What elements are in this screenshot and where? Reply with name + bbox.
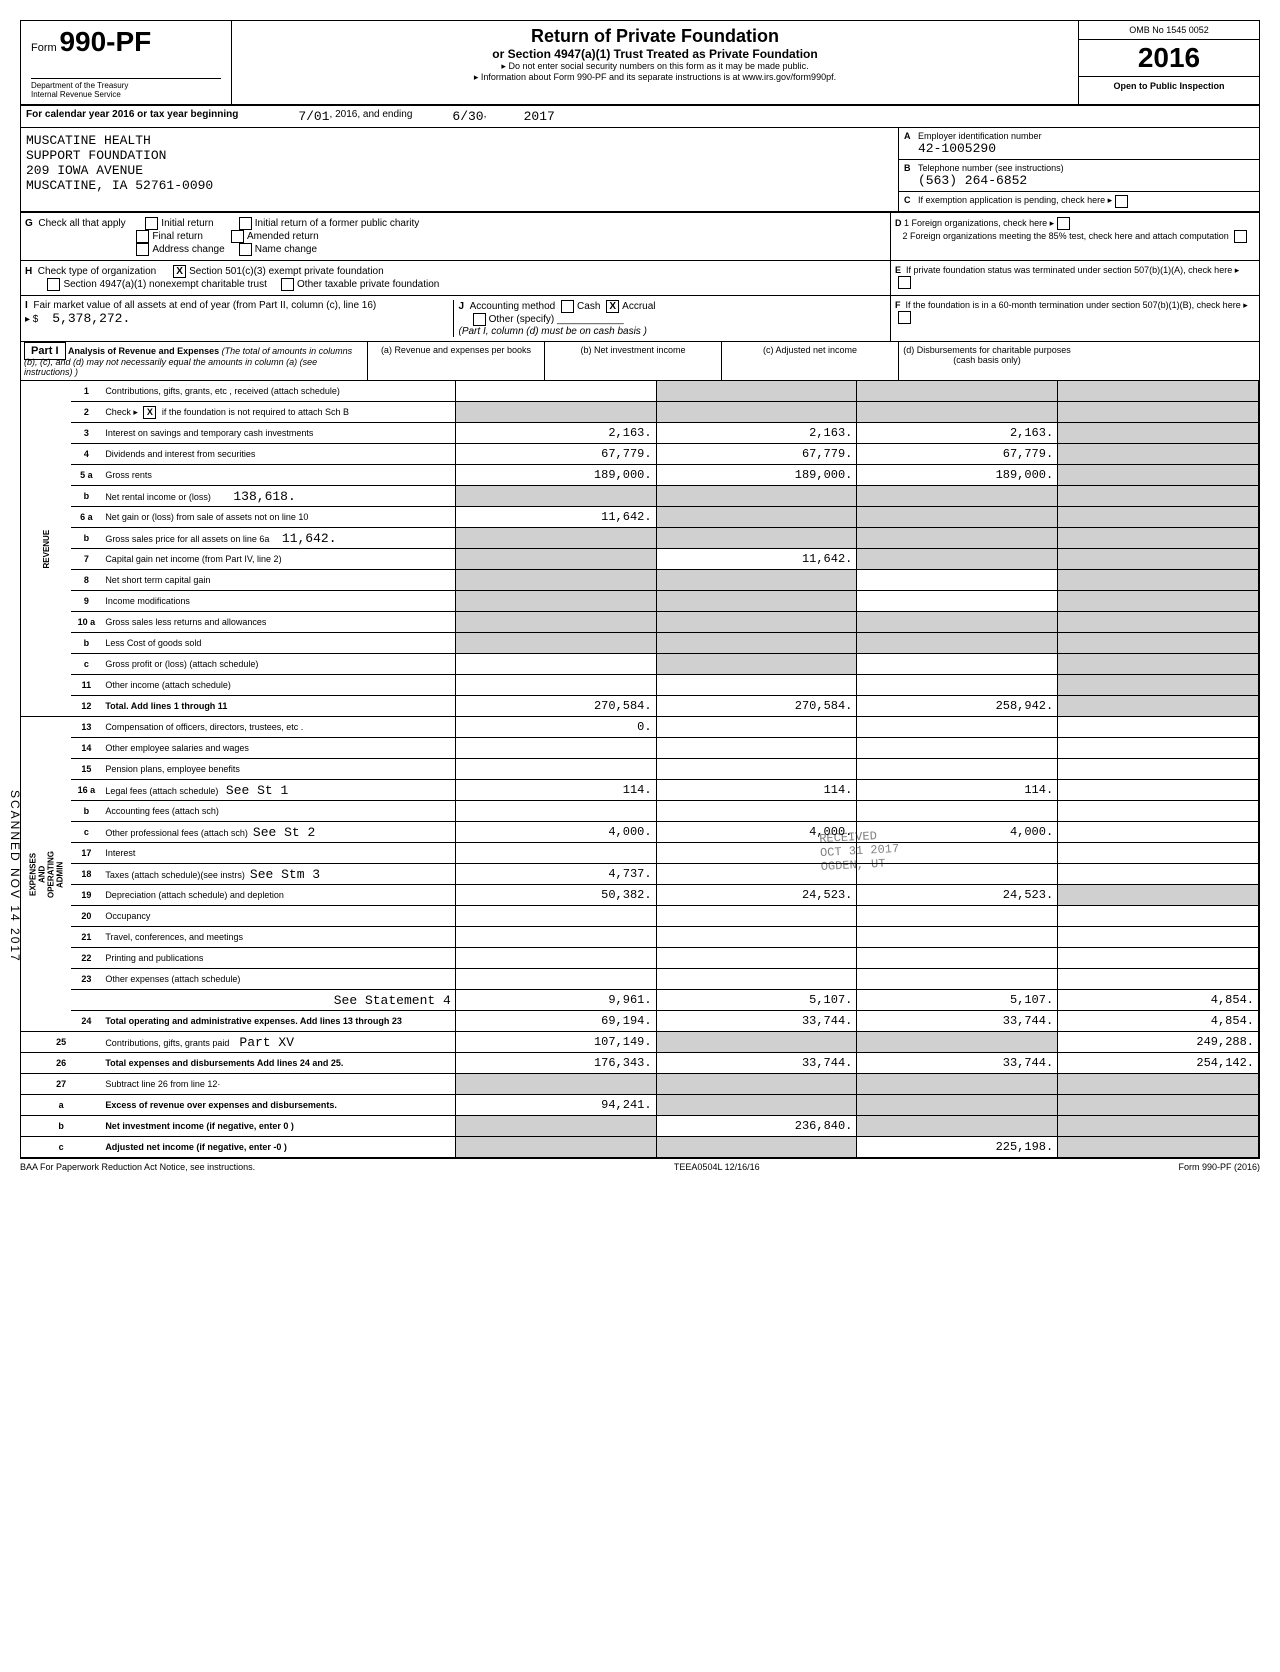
f-checkbox[interactable]	[898, 311, 911, 324]
omb-number: OMB No 1545 0052	[1079, 21, 1259, 40]
h-other-checkbox[interactable]	[281, 278, 294, 291]
form-990pf: Form 990-PF Department of the Treasury I…	[20, 20, 1260, 1159]
period-mid: , 2016, and ending	[330, 109, 413, 124]
period-label: For calendar year 2016 or tax year begin…	[26, 109, 238, 124]
j-other-checkbox[interactable]	[473, 313, 486, 326]
e-checkbox[interactable]	[898, 276, 911, 289]
d2-checkbox[interactable]	[1234, 230, 1247, 243]
header-note-2: ▸ Information about Form 990-PF and its …	[237, 72, 1073, 83]
g-address-change-checkbox[interactable]	[136, 243, 149, 256]
box-c-label: If exemption application is pending, che…	[918, 195, 1112, 208]
col-c-header: (c) Adjusted net income	[722, 342, 899, 380]
revenue-side-label: REVENUE	[21, 381, 71, 717]
fmv-assets: 5,378,272.	[52, 311, 130, 326]
org-name-address: MUSCATINE HEALTH SUPPORT FOUNDATION 209 …	[21, 128, 899, 211]
period-begin: 7/01	[298, 109, 329, 124]
ein: 42-1005290	[918, 141, 1042, 156]
phone: (563) 264-6852	[918, 173, 1064, 188]
i-label: Fair market value of all assets at end o…	[33, 300, 376, 311]
period-end-year: 2017	[524, 109, 555, 124]
box-d-1: 1 Foreign organizations, check here	[904, 218, 1047, 228]
header-note-1: ▸ Do not enter social security numbers o…	[237, 61, 1073, 72]
col-b-header: (b) Net investment income	[545, 342, 722, 380]
j-label: Accounting method	[470, 301, 556, 312]
scanned-label: SCANNED NOV 14 2017	[8, 790, 22, 963]
box-b-label: Telephone number (see instructions)	[918, 163, 1064, 173]
g-final-return-checkbox[interactable]	[136, 230, 149, 243]
form-title: Return of Private Foundation	[237, 26, 1073, 47]
form-number: 990-PF	[59, 26, 151, 57]
j-accrual-checkbox[interactable]: X	[606, 300, 619, 313]
form-subtitle: or Section 4947(a)(1) Trust Treated as P…	[237, 47, 1073, 61]
h-label: Check type of organization	[38, 266, 156, 277]
form-prefix: Form	[31, 42, 57, 54]
d1-checkbox[interactable]	[1057, 217, 1070, 230]
tax-year: 2016	[1079, 40, 1259, 77]
g-initial-return-checkbox[interactable]	[145, 217, 158, 230]
part1-table: REVENUE 1Contributions, gifts, grants, e…	[21, 381, 1259, 1158]
h-501c3-checkbox[interactable]: X	[173, 265, 186, 278]
footer: BAA For Paperwork Reduction Act Notice, …	[20, 1159, 1260, 1175]
footer-left: BAA For Paperwork Reduction Act Notice, …	[20, 1162, 255, 1172]
footer-right: Form 990-PF (2016)	[1178, 1162, 1260, 1172]
j-cash-checkbox[interactable]	[561, 300, 574, 313]
received-stamp: RECEIVED OCT 31 2017 OGDEN, UT	[819, 828, 900, 874]
g-initial-former-checkbox[interactable]	[239, 217, 252, 230]
open-inspection: Open to Public Inspection	[1079, 77, 1259, 95]
h-4947-checkbox[interactable]	[47, 278, 60, 291]
footer-mid: TEEA0504L 12/16/16	[674, 1162, 760, 1172]
col-d-header: (d) Disbursements for charitable purpose…	[899, 342, 1075, 380]
expenses-side-label: ADMINOPERATINGANDEXPENSES	[21, 717, 71, 1032]
g-label: Check all that apply	[38, 218, 125, 229]
dept-irs: Internal Revenue Service	[31, 90, 221, 99]
j-note: (Part I, column (d) must be on cash basi…	[459, 326, 647, 337]
period-end-month: 6/30	[452, 109, 483, 124]
col-a-header: (a) Revenue and expenses per books	[368, 342, 545, 380]
header: Form 990-PF Department of the Treasury I…	[21, 21, 1259, 106]
g-name-change-checkbox[interactable]	[239, 243, 252, 256]
box-c-checkbox[interactable]	[1115, 195, 1128, 208]
box-a-label: Employer identification number	[918, 131, 1042, 141]
box-f: If the foundation is in a 60-month termi…	[906, 300, 1241, 310]
box-d-2: 2 Foreign organizations meeting the 85% …	[903, 231, 1229, 241]
dept-treasury: Department of the Treasury	[31, 81, 221, 90]
part1-title: Analysis of Revenue and Expenses	[68, 346, 219, 356]
box-e: If private foundation status was termina…	[906, 265, 1232, 275]
g-amended-checkbox[interactable]	[231, 230, 244, 243]
